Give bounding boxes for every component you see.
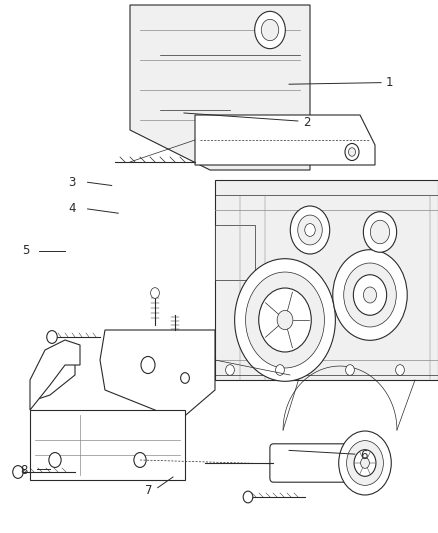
Circle shape: [151, 288, 159, 298]
Circle shape: [134, 453, 146, 467]
Text: 2: 2: [303, 116, 311, 129]
Circle shape: [364, 287, 377, 303]
Text: 3: 3: [69, 176, 76, 189]
Circle shape: [344, 263, 396, 327]
Text: 6: 6: [360, 449, 367, 462]
Circle shape: [261, 19, 279, 41]
Circle shape: [243, 491, 253, 503]
Circle shape: [180, 373, 189, 383]
Text: 5: 5: [23, 244, 30, 257]
Polygon shape: [30, 340, 80, 410]
Circle shape: [364, 212, 397, 252]
Circle shape: [254, 11, 285, 49]
Circle shape: [298, 215, 322, 245]
Circle shape: [290, 206, 330, 254]
Text: 4: 4: [68, 203, 76, 215]
Text: 1: 1: [386, 76, 394, 89]
Circle shape: [396, 365, 404, 375]
Circle shape: [226, 365, 234, 375]
Circle shape: [345, 143, 359, 160]
Circle shape: [246, 272, 325, 368]
Circle shape: [371, 220, 390, 244]
Text: 7: 7: [145, 484, 153, 497]
Circle shape: [13, 466, 23, 479]
Circle shape: [259, 288, 311, 352]
Circle shape: [346, 441, 383, 486]
Circle shape: [305, 224, 315, 237]
Circle shape: [354, 450, 376, 477]
Circle shape: [276, 365, 284, 375]
Circle shape: [277, 310, 293, 329]
FancyBboxPatch shape: [270, 444, 360, 482]
Circle shape: [353, 274, 387, 315]
Circle shape: [333, 249, 407, 340]
Circle shape: [339, 431, 391, 495]
Circle shape: [235, 259, 336, 381]
Circle shape: [49, 453, 61, 467]
Polygon shape: [130, 5, 310, 170]
Circle shape: [349, 148, 356, 156]
Circle shape: [346, 365, 354, 375]
Circle shape: [360, 458, 369, 469]
Circle shape: [47, 330, 57, 343]
Polygon shape: [100, 330, 215, 420]
Polygon shape: [35, 360, 75, 400]
Polygon shape: [30, 410, 185, 480]
Polygon shape: [215, 180, 438, 380]
Polygon shape: [195, 115, 375, 165]
Circle shape: [141, 357, 155, 374]
Polygon shape: [215, 225, 255, 280]
Text: 8: 8: [21, 464, 28, 477]
